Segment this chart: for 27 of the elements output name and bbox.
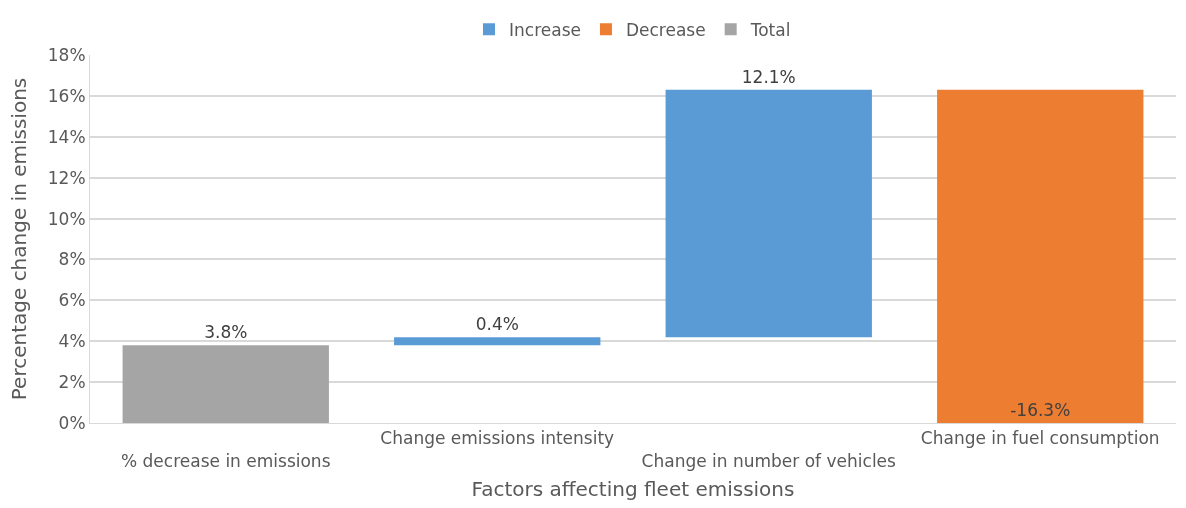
y-tick-label: 16%	[47, 85, 86, 106]
legend-label: Increase	[509, 19, 581, 40]
y-tick-label: 6%	[58, 290, 86, 311]
y-tick-label: 14%	[47, 126, 86, 147]
y-tick-label: 4%	[58, 331, 86, 352]
y-axis-title: Percentage change in emissions	[7, 77, 32, 401]
data-label: 0.4%	[475, 314, 519, 335]
bar	[937, 89, 1144, 423]
x-tick-label: % decrease in emissions	[121, 450, 331, 471]
bar	[122, 345, 329, 423]
y-tick-label: 18%	[47, 44, 86, 65]
legend-label: Total	[749, 19, 791, 40]
y-tick-label: 0%	[58, 412, 86, 433]
x-tick-label: Change in number of vehicles	[641, 450, 897, 471]
data-label: 12.1%	[741, 66, 796, 87]
bar	[394, 337, 601, 346]
data-label: 3.8%	[204, 322, 248, 343]
y-tick-label: 2%	[58, 372, 86, 393]
x-tick-label: Change emissions intensity	[380, 428, 615, 449]
x-tick-label: Change in fuel consumption	[920, 428, 1160, 449]
legend-label: Decrease	[625, 19, 706, 40]
y-tick-label: 8%	[58, 249, 86, 270]
y-tick-label: 12%	[47, 167, 86, 188]
bar	[665, 89, 872, 338]
data-label: -16.3%	[1010, 400, 1071, 420]
x-axis-title: Factors affecting fleet emissions	[471, 477, 795, 501]
y-tick-label: 10%	[47, 208, 86, 229]
